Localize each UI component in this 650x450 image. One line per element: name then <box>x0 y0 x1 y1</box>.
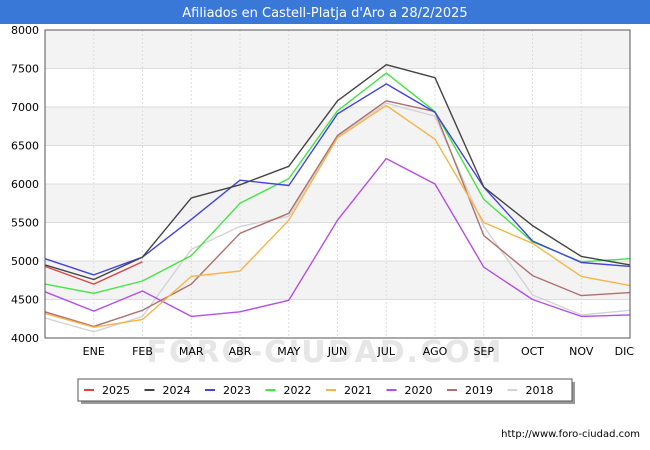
plot-border <box>44 29 631 339</box>
series-line-2020 <box>44 157 631 318</box>
y-tick-label: 8000 <box>11 24 39 37</box>
y-tick-label: 5500 <box>11 217 39 230</box>
legend-label-2019: 2019 <box>465 384 493 397</box>
legend-label-2021: 2021 <box>344 384 372 397</box>
x-tick-label: FEB <box>132 345 153 358</box>
legend-label-2020: 2020 <box>405 384 433 397</box>
source-url: http://www.foro-ciudad.com <box>501 429 640 440</box>
title-bar <box>0 0 650 24</box>
x-tick-label: JUL <box>377 345 396 358</box>
series-line-2025 <box>44 261 143 285</box>
y-tick-label: 7500 <box>11 63 39 76</box>
series-lines <box>44 63 631 333</box>
y-tick-label: 4000 <box>11 332 39 345</box>
legend-label-2023: 2023 <box>223 384 251 397</box>
x-tick-label: MAY <box>277 345 300 358</box>
x-tick-label: AGO <box>423 345 448 358</box>
y-tick-label: 7000 <box>11 101 39 114</box>
legend-label-2018: 2018 <box>526 384 554 397</box>
series-line-2019 <box>44 100 631 328</box>
x-tick-label: ENE <box>83 345 105 358</box>
watermark: FORO-CIUDAD.COM <box>147 335 504 370</box>
series-line-2024 <box>44 63 631 281</box>
x-tick-label: OCT <box>521 345 544 358</box>
x-tick-label: NOV <box>569 345 594 358</box>
y-tick-label: 6500 <box>11 140 39 153</box>
series-line-2022 <box>44 72 631 294</box>
legend-label-2022: 2022 <box>284 384 312 397</box>
x-tick-label: DIC <box>615 345 635 358</box>
y-axis-ticks: 4000 4500 5000 5500 6000 6500 7000 7500 8000 <box>11 24 39 345</box>
x-tick-label: ABR <box>229 345 252 358</box>
y-tick-label: 6000 <box>11 178 39 191</box>
x-axis-ticks: ENE FEB MAR ABR MAY JUN JUL AGO SEP OCT NOV DIC <box>83 345 635 358</box>
x-tick-label: SEP <box>473 345 494 358</box>
x-tick-label: MAR <box>179 345 204 358</box>
chart-title: Afiliados en Castell-Platja d'Aro a 28/2… <box>182 6 467 21</box>
legend-label-2024: 2024 <box>163 384 191 397</box>
legend: 2025 2024 2023 2022 2021 2020 2019 2018 <box>77 378 575 404</box>
x-tick-label: JUN <box>327 345 348 358</box>
y-tick-label: 5000 <box>11 255 39 268</box>
legend-label-2025: 2025 <box>102 384 130 397</box>
y-tick-label: 4500 <box>11 294 39 307</box>
legend-box <box>77 378 573 402</box>
series-line-2021 <box>44 104 631 328</box>
